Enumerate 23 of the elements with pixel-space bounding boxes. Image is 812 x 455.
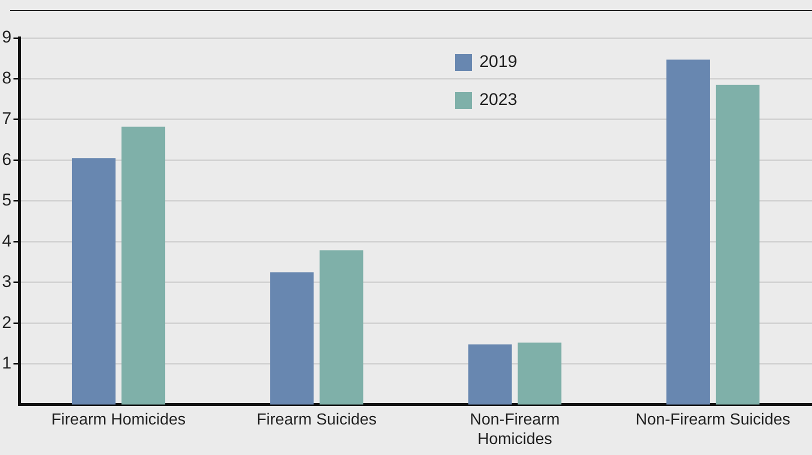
x-tick-label: Firearm Homicides bbox=[51, 412, 186, 429]
x-tick-label: Non-Firearm Homicides bbox=[470, 412, 560, 448]
bar bbox=[666, 60, 710, 405]
y-tick-label: 9 bbox=[2, 28, 12, 47]
y-tick-label: 6 bbox=[2, 150, 12, 169]
bar bbox=[716, 84, 760, 405]
y-tick-label: 8 bbox=[2, 68, 12, 88]
y-tick-label: 5 bbox=[2, 190, 12, 210]
x-tick-label: Firearm Suicides bbox=[256, 412, 377, 429]
legend-label: 2023 bbox=[479, 90, 518, 110]
y-tick-label: 3 bbox=[2, 272, 12, 292]
x-tick-label: Non-Firearm Suicides bbox=[636, 412, 790, 429]
bar bbox=[270, 272, 314, 405]
y-tick-label: 2 bbox=[2, 312, 12, 332]
bar bbox=[518, 342, 562, 405]
legend-label: 2019 bbox=[479, 52, 518, 72]
bar bbox=[468, 344, 512, 405]
bar bbox=[72, 158, 116, 405]
y-tick-label: 7 bbox=[2, 109, 12, 128]
y-tick-label: 4 bbox=[2, 231, 12, 250]
bar bbox=[121, 126, 166, 405]
y-tick-label: 1 bbox=[2, 354, 12, 373]
bar bbox=[320, 250, 364, 405]
